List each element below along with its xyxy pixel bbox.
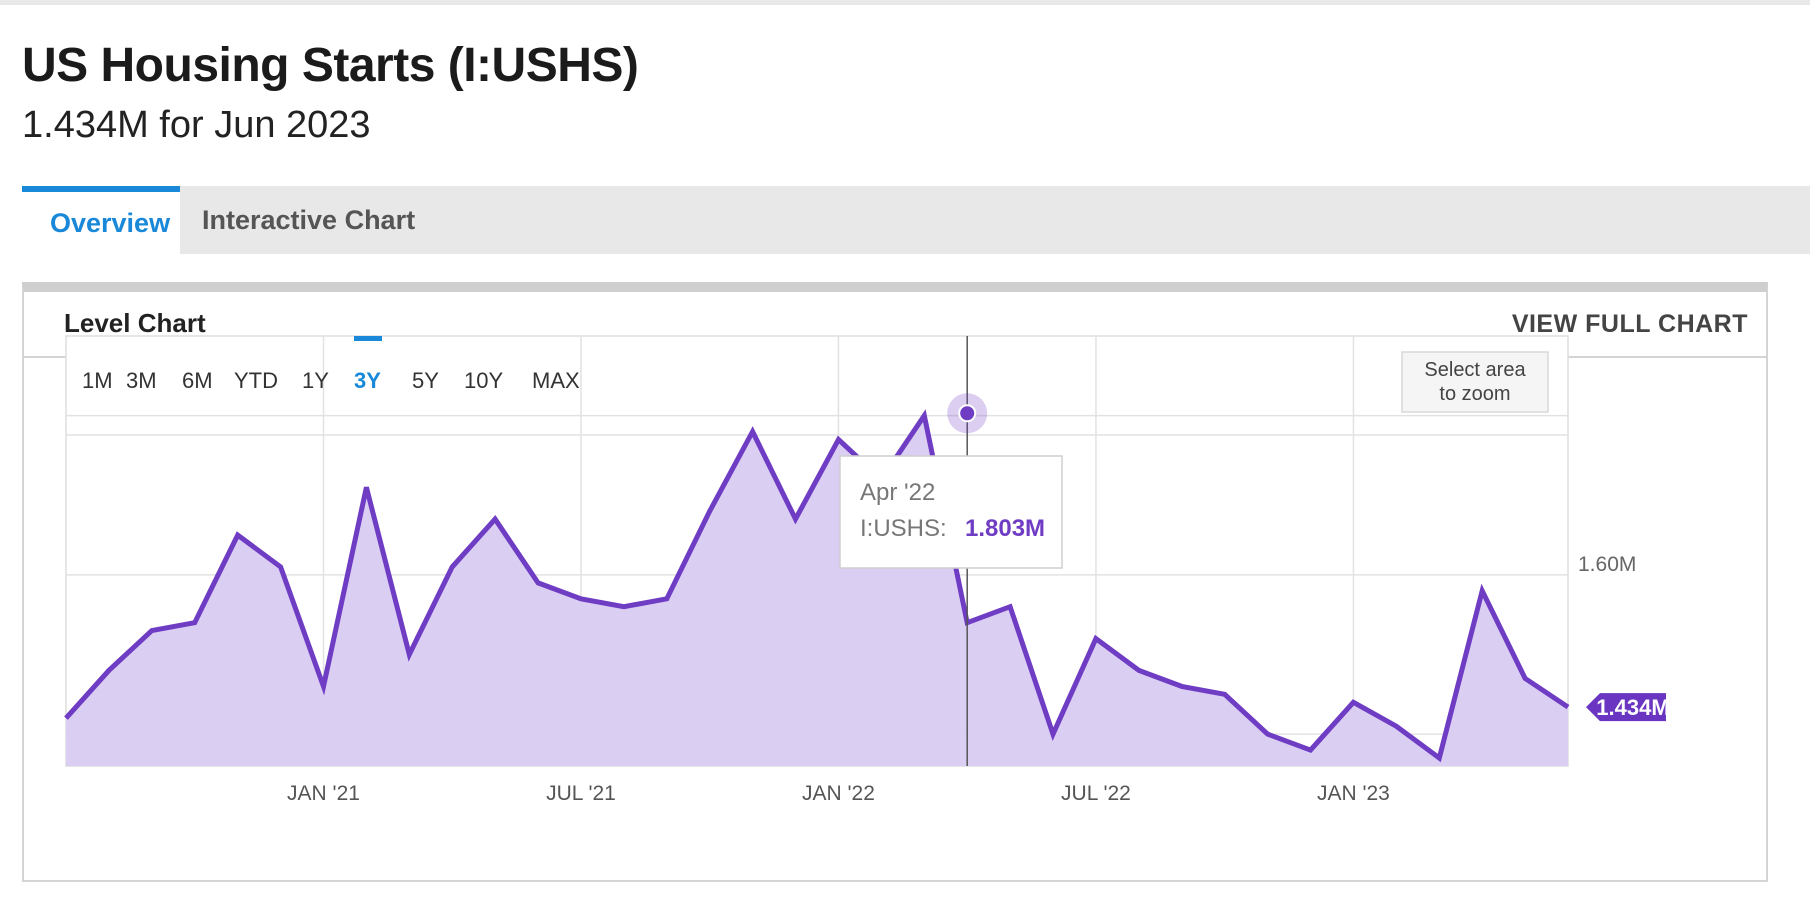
series-line	[64, 409, 1570, 763]
tooltip-date: Apr '22	[860, 479, 935, 506]
range-button-label: 3M	[126, 368, 157, 393]
view-full-chart-link[interactable]: VIEW FULL CHART	[1511, 310, 1748, 338]
x-axis: JAN '21 JUL '21 JAN '22 JUL '22 JAN '23	[287, 782, 1390, 805]
tooltip-label: I:USHS:	[860, 515, 947, 542]
x-tick-label: JUL '21	[546, 782, 616, 805]
range-button-label: 6M	[182, 368, 213, 393]
y-axis: 1.60M	[1578, 553, 1636, 576]
y-tick-label: 1.60M	[1578, 553, 1636, 576]
range-button-10y[interactable]: 10Y	[464, 368, 503, 393]
range-button-label: 10Y	[464, 368, 503, 393]
zoom-button-line2: to zoom	[1439, 383, 1510, 405]
top-divider	[0, 0, 1810, 5]
range-button-label: 1Y	[302, 368, 329, 393]
range-button-label: YTD	[234, 368, 278, 393]
range-button-5y[interactable]: 5Y	[412, 368, 439, 393]
level-chart[interactable]: JAN '21 JUL '21 JAN '22 JUL '22 JAN '23 1.60…	[24, 292, 1766, 878]
level-chart-panel: Level Chart VIEW FULL CHART JAN '21 JUL '…	[22, 282, 1768, 882]
range-selector: 1M 3M 6M YTD 1Y 3Y 5Y 10Y MAX	[82, 336, 580, 393]
zoom-button[interactable]: Select area to zoom	[1401, 351, 1549, 413]
range-button-active-indicator	[354, 336, 382, 341]
range-button-label: 3Y	[354, 368, 381, 393]
x-tick-label: JUL '22	[1061, 782, 1131, 805]
tooltip-value: 1.803M	[965, 515, 1045, 542]
tooltip-bg	[839, 455, 1063, 569]
x-tick-label: JAN '21	[287, 782, 360, 805]
x-tick-label: JAN '23	[1317, 782, 1390, 805]
range-button-max[interactable]: MAX	[532, 368, 580, 393]
last-value-label: 1.434M	[1596, 695, 1669, 720]
range-button-label: MAX	[532, 368, 580, 393]
series-area	[66, 415, 1568, 766]
range-button-label: 1M	[82, 368, 113, 393]
chart-tooltip: Apr '22 I:USHS: 1.803M	[839, 455, 1063, 569]
x-tick-label: JAN '22	[802, 782, 875, 805]
tab-overview[interactable]: Overview	[22, 186, 180, 254]
range-button-1m[interactable]: 1M	[82, 368, 113, 393]
range-button-6m[interactable]: 6M	[182, 368, 213, 393]
highlight-point	[958, 404, 977, 423]
zoom-button-line1: Select area	[1424, 359, 1526, 381]
range-button-3y[interactable]: 3Y	[354, 336, 382, 393]
last-value-tag: 1.434M	[1586, 693, 1670, 722]
range-button-label: 5Y	[412, 368, 439, 393]
panel-title: Level Chart	[64, 308, 206, 338]
tab-interactive-chart[interactable]: Interactive Chart	[202, 205, 416, 235]
range-button-1y[interactable]: 1Y	[302, 368, 329, 393]
last-value-tag-bg	[1586, 693, 1666, 722]
tab-bar: Overview Interactive Chart	[22, 186, 1810, 254]
range-button-ytd[interactable]: YTD	[234, 368, 278, 393]
point-layer	[947, 393, 988, 434]
page-subtitle: 1.434M for Jun 2023	[22, 104, 371, 146]
range-button-3m[interactable]: 3M	[126, 368, 157, 393]
page-title: US Housing Starts (I:USHS)	[22, 39, 639, 92]
zoom-button-bg	[1401, 351, 1549, 413]
